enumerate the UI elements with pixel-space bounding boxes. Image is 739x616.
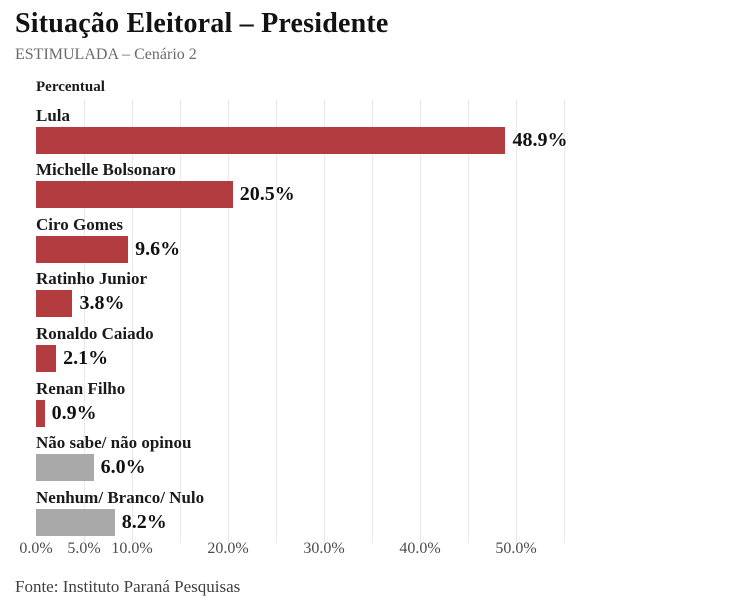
chart-title: Situação Eleitoral – Presidente [15, 8, 389, 39]
bar-category-label: Não sabe/ não opinou [36, 433, 192, 453]
bar-value-label: 6.0% [100, 456, 146, 479]
bar-category-label: Renan Filho [36, 378, 126, 398]
bar-value-label: 20.5% [239, 183, 295, 206]
source-note: Fonte: Instituto Paraná Pesquisas [15, 577, 241, 596]
bar-category-label: Ronaldo Caiado [36, 324, 154, 343]
bar-category-label: Ratinho Junior [36, 269, 147, 289]
bar [36, 399, 45, 427]
chart-subtitle: ESTIMULADA – Cenário 2 [15, 46, 197, 63]
gridline [324, 100, 325, 543]
bar [36, 126, 506, 154]
gridline [564, 100, 565, 543]
bar-category-label: Ciro Gomes [36, 214, 124, 234]
bar-value-label: 9.6% [135, 237, 181, 260]
bar-value-label: 48.9% [512, 128, 568, 151]
x-tick-label: 30.0% [303, 540, 345, 557]
bar [36, 345, 57, 372]
gridline [276, 100, 277, 543]
x-tick-label: 50.0% [495, 540, 537, 557]
x-tick-label: 5.0% [67, 540, 101, 557]
bar [36, 290, 73, 318]
gridline [132, 100, 133, 543]
gridline [420, 100, 421, 543]
bar [36, 454, 94, 482]
bar [36, 181, 233, 209]
bar [36, 235, 129, 263]
gridline [228, 100, 229, 543]
bar-category-label: Lula [36, 105, 71, 125]
gridline [516, 100, 517, 543]
bar-category-label: Michelle Bolsonaro [36, 160, 176, 180]
x-tick-label: 20.0% [207, 540, 249, 557]
gridline [372, 100, 373, 543]
gridline [180, 100, 181, 543]
x-tick-label: 0.0% [19, 540, 53, 557]
bar-category-label: Nenhum/ Branco/ Nulo [36, 487, 205, 507]
x-tick-label: 10.0% [111, 540, 153, 557]
axis-unit-label: Percentual [36, 79, 105, 95]
bar [36, 508, 115, 536]
gridline [468, 100, 469, 543]
gridline [84, 100, 85, 543]
x-tick-label: 40.0% [399, 540, 441, 557]
bar-value-label: 8.2% [121, 510, 167, 533]
bar-value-label: 2.1% [63, 347, 109, 369]
bar-value-label: 0.9% [51, 401, 97, 424]
bar-value-label: 3.8% [79, 292, 125, 315]
